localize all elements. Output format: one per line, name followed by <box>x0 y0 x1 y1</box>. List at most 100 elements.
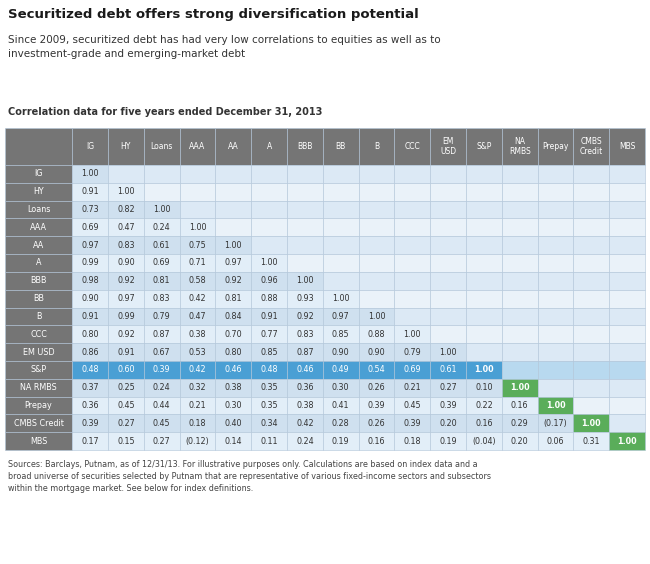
Text: 0.92: 0.92 <box>296 312 314 321</box>
Text: 0.60: 0.60 <box>117 365 135 374</box>
Bar <box>179 201 215 218</box>
Text: 1.00: 1.00 <box>153 205 170 214</box>
Text: Prepay: Prepay <box>542 142 569 151</box>
Text: 0.69: 0.69 <box>81 223 99 232</box>
Bar <box>395 165 430 183</box>
Text: HY: HY <box>121 142 131 151</box>
Text: 0.24: 0.24 <box>153 383 170 392</box>
Text: Correlation data for five years ended December 31, 2013: Correlation data for five years ended De… <box>8 107 322 117</box>
Bar <box>179 361 215 379</box>
Bar <box>395 361 430 379</box>
Text: 0.14: 0.14 <box>224 437 242 446</box>
Bar <box>251 325 287 343</box>
Bar <box>5 415 72 432</box>
Bar <box>5 361 72 379</box>
Bar <box>573 165 609 183</box>
Text: 0.92: 0.92 <box>117 276 135 285</box>
Bar <box>323 218 359 236</box>
Bar <box>430 379 466 396</box>
Bar <box>573 325 609 343</box>
Bar <box>72 290 108 307</box>
Text: 0.46: 0.46 <box>296 365 314 374</box>
Text: NA
RMBS: NA RMBS <box>509 137 530 156</box>
Bar <box>5 254 72 272</box>
Bar <box>395 236 430 254</box>
Bar <box>609 272 645 290</box>
Bar <box>251 201 287 218</box>
Bar <box>573 272 609 290</box>
Bar <box>72 432 108 450</box>
Bar <box>395 290 430 307</box>
Bar <box>466 432 502 450</box>
Bar <box>72 307 108 325</box>
Text: CCC: CCC <box>404 142 420 151</box>
Bar <box>251 290 287 307</box>
Bar <box>538 236 573 254</box>
Bar <box>215 379 251 396</box>
Text: 0.83: 0.83 <box>117 241 135 250</box>
Bar <box>287 254 323 272</box>
Text: 0.91: 0.91 <box>260 312 278 321</box>
Text: 0.21: 0.21 <box>404 383 421 392</box>
Bar <box>179 307 215 325</box>
Text: BB: BB <box>335 142 346 151</box>
Bar <box>609 218 645 236</box>
Text: 0.92: 0.92 <box>224 276 242 285</box>
Text: 0.61: 0.61 <box>153 241 170 250</box>
Bar <box>215 128 251 165</box>
Text: 1.00: 1.00 <box>117 187 135 196</box>
Text: 0.45: 0.45 <box>153 419 170 428</box>
Bar <box>5 432 72 450</box>
Bar <box>287 396 323 415</box>
Bar <box>251 379 287 396</box>
Text: 0.49: 0.49 <box>332 365 350 374</box>
Bar <box>108 254 144 272</box>
Bar <box>251 183 287 201</box>
Bar <box>395 415 430 432</box>
Bar <box>538 396 573 415</box>
Text: 0.16: 0.16 <box>368 437 385 446</box>
Bar <box>359 432 395 450</box>
Bar <box>108 325 144 343</box>
Bar <box>5 325 72 343</box>
Text: 0.34: 0.34 <box>261 419 278 428</box>
Text: 0.35: 0.35 <box>260 401 278 410</box>
Bar <box>72 396 108 415</box>
Text: 1.00: 1.00 <box>332 294 350 303</box>
Bar <box>573 415 609 432</box>
Bar <box>538 183 573 201</box>
Bar <box>323 379 359 396</box>
Text: 1.00: 1.00 <box>188 223 206 232</box>
Text: 0.69: 0.69 <box>153 258 170 267</box>
Bar <box>466 201 502 218</box>
Bar <box>144 183 179 201</box>
Bar <box>251 415 287 432</box>
Bar <box>573 218 609 236</box>
Bar <box>72 325 108 343</box>
Bar <box>144 307 179 325</box>
Bar <box>108 290 144 307</box>
Bar <box>502 165 538 183</box>
Text: 0.27: 0.27 <box>117 419 135 428</box>
Text: IG: IG <box>86 142 94 151</box>
Bar <box>573 183 609 201</box>
Text: 0.39: 0.39 <box>153 365 170 374</box>
Bar <box>72 201 108 218</box>
Bar <box>359 361 395 379</box>
Bar <box>323 236 359 254</box>
Bar <box>609 307 645 325</box>
Text: 0.45: 0.45 <box>117 401 135 410</box>
Bar <box>573 361 609 379</box>
Text: 0.97: 0.97 <box>224 258 242 267</box>
Text: 0.93: 0.93 <box>296 294 314 303</box>
Bar <box>502 128 538 165</box>
Text: 0.40: 0.40 <box>224 419 242 428</box>
Bar <box>609 432 645 450</box>
Bar <box>215 183 251 201</box>
Bar <box>108 128 144 165</box>
Text: 0.32: 0.32 <box>188 383 206 392</box>
Text: B: B <box>374 142 379 151</box>
Bar <box>5 272 72 290</box>
Bar <box>215 236 251 254</box>
Bar <box>359 343 395 361</box>
